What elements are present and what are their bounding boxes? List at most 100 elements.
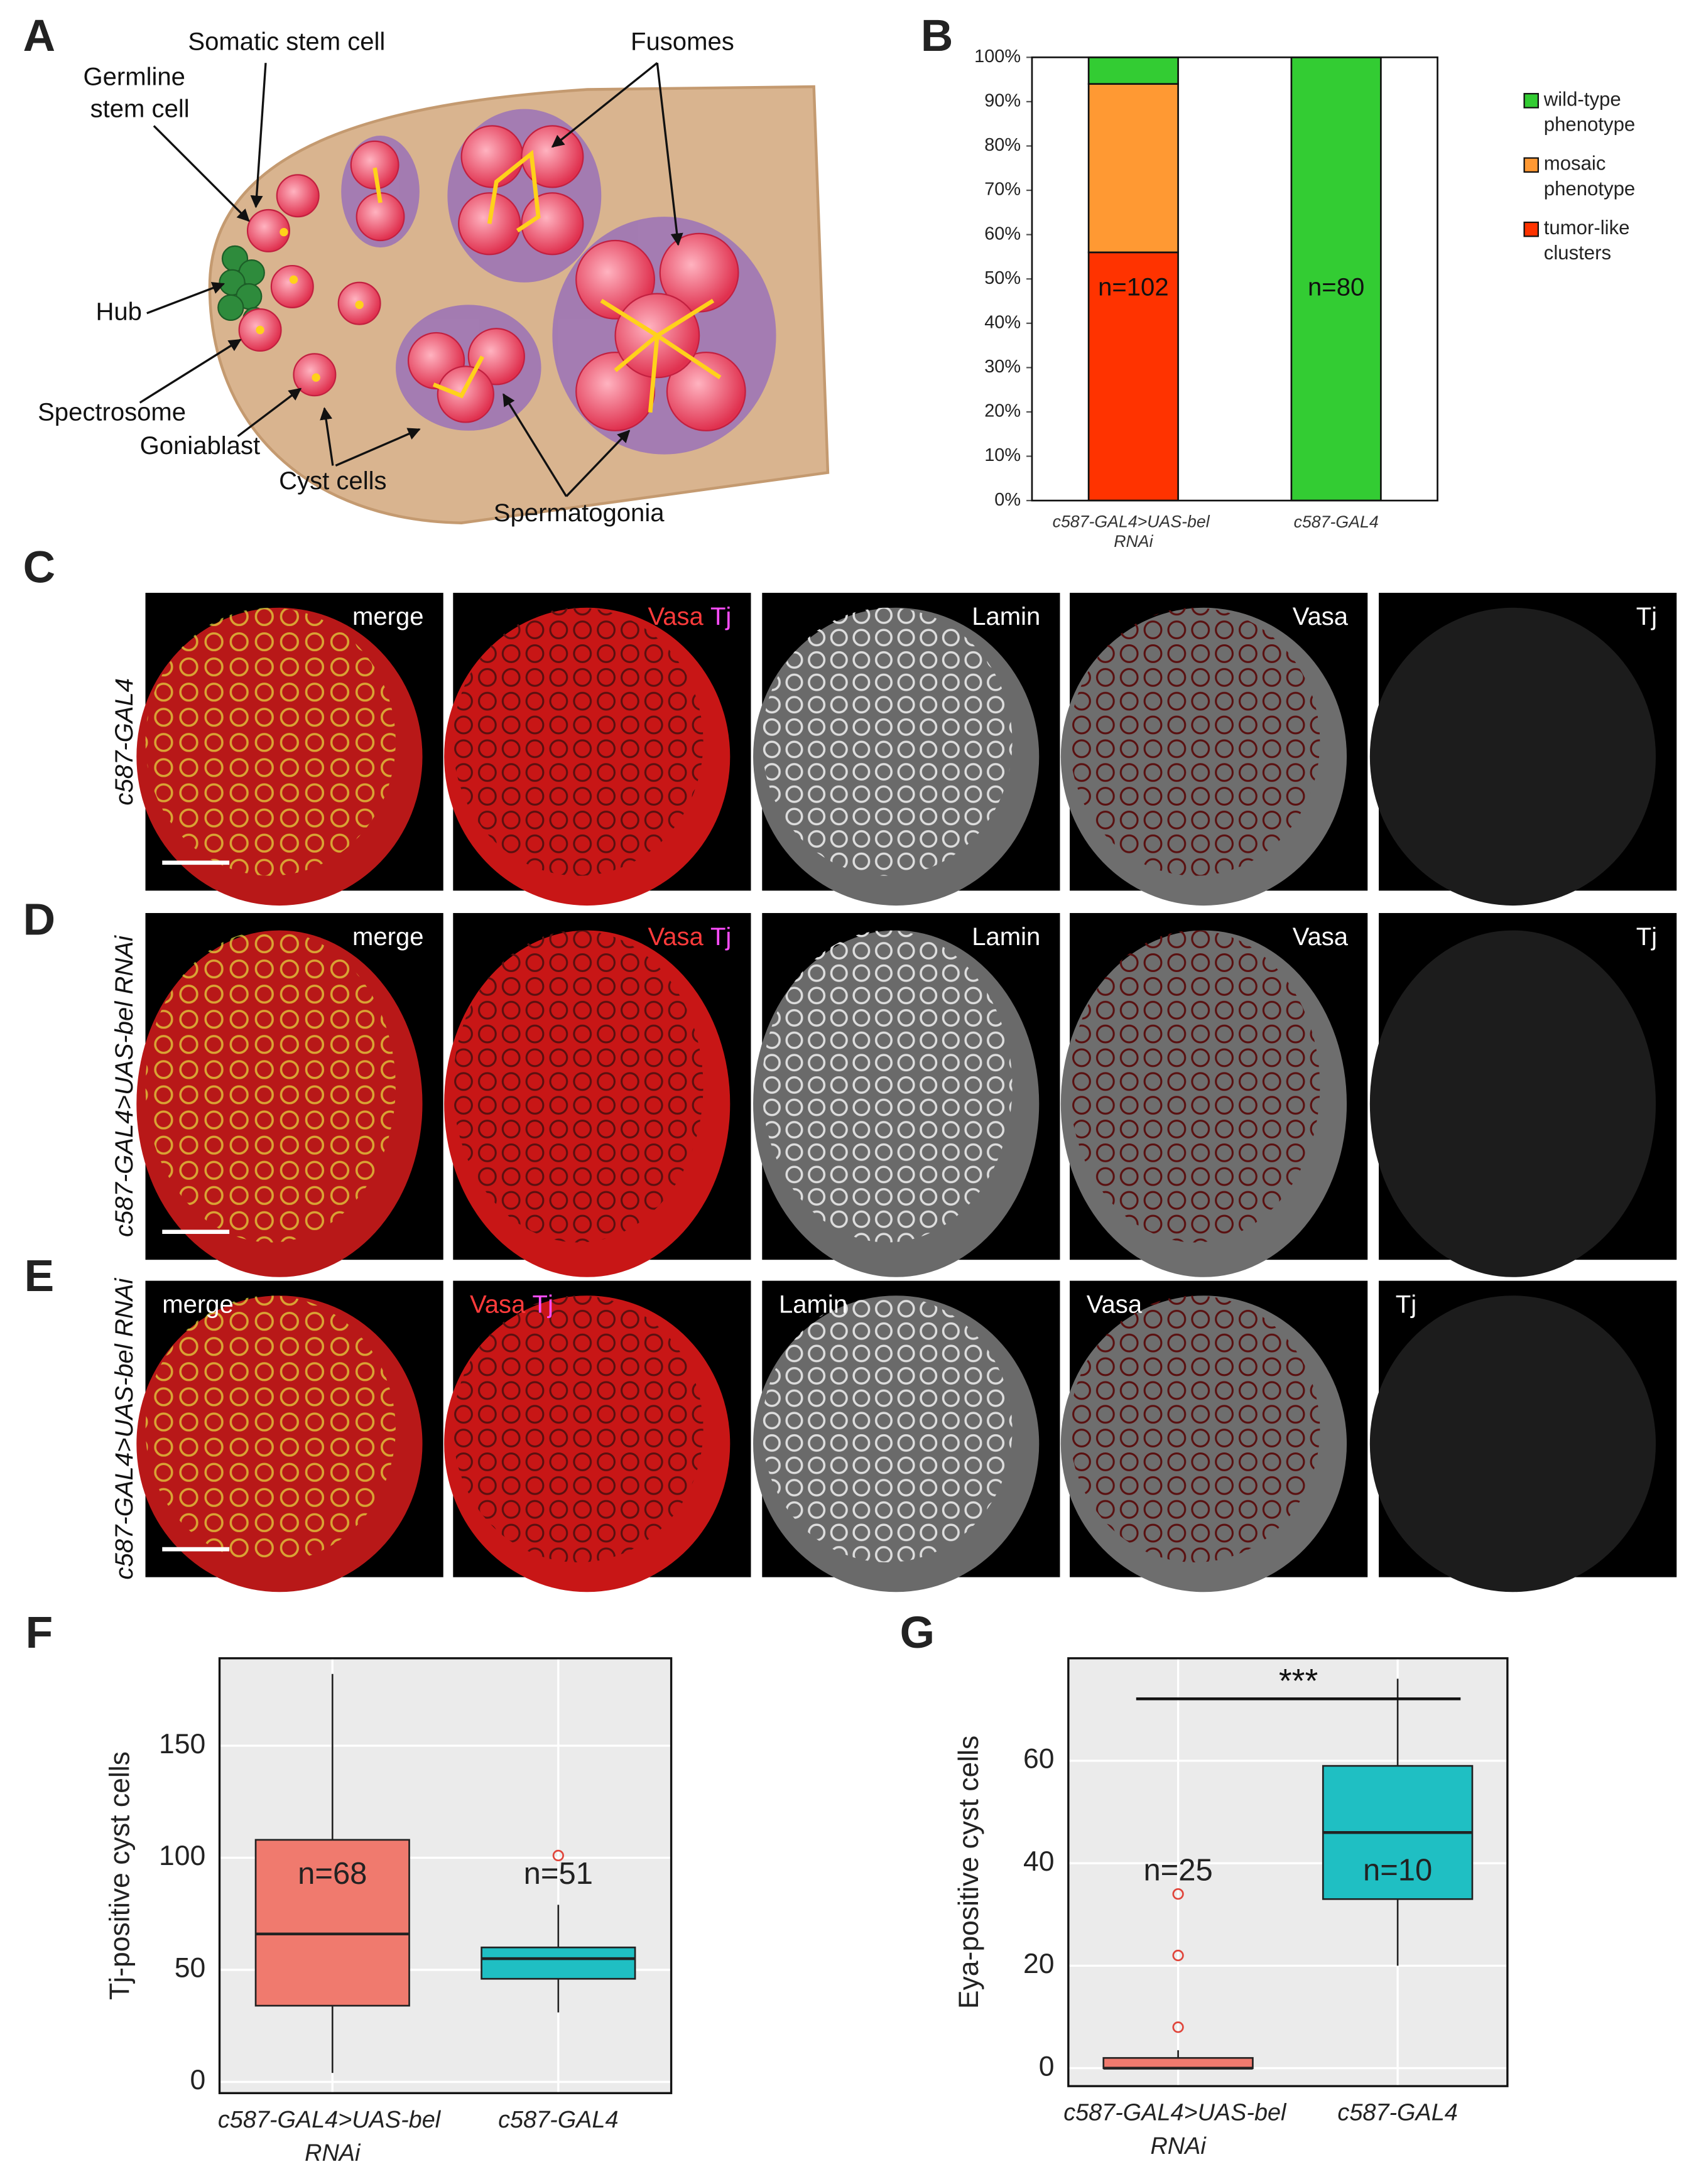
channel-name: Vasa	[1087, 1290, 1143, 1318]
tissue-cells	[762, 1295, 1013, 1563]
annotation: n=102	[1098, 273, 1169, 301]
channel-label: merge	[352, 923, 424, 951]
panel-label: D	[23, 895, 55, 944]
y-tick-label: 40%	[984, 312, 1021, 332]
legend-swatch	[1523, 221, 1539, 237]
channel-label: Vasa	[1293, 923, 1349, 951]
y-tick-label: 70%	[984, 180, 1021, 200]
y-tick-label: 10%	[984, 445, 1021, 465]
tissue	[1369, 1295, 1656, 1592]
y-tick-label: 60	[1023, 1744, 1055, 1775]
diagram-label: Spectrosome	[38, 399, 186, 426]
outlier	[1172, 1888, 1184, 1900]
box	[254, 1839, 410, 2007]
outlier	[1172, 2021, 1184, 2033]
tissue-cells	[1070, 930, 1320, 1243]
channel-label: Tj	[1636, 923, 1657, 951]
channel-name: Vasa	[648, 603, 704, 630]
bar-segment	[1290, 56, 1382, 502]
channel-name: Tj	[710, 603, 731, 630]
bar-segment	[1087, 83, 1179, 254]
diagram-label: Somatic stem cell	[188, 28, 385, 56]
channel-name: Vasa	[1293, 603, 1349, 630]
channel-name: Vasa	[648, 923, 704, 951]
channel-name: Tj	[532, 1290, 553, 1318]
channel-label: Vasa Tj	[470, 1290, 553, 1318]
channel-name: Tj	[1636, 923, 1657, 951]
annotation: n=25	[1143, 1853, 1212, 1887]
y-tick-label: 150	[159, 1729, 205, 1760]
channel-name: Tj	[1396, 1290, 1416, 1318]
plot-border	[1031, 56, 1438, 502]
y-tick-label: 50	[175, 1953, 206, 1984]
y-tick-label: 20%	[984, 401, 1021, 421]
y-tick-label: 0%	[994, 490, 1021, 510]
y-tick-label: 80%	[984, 135, 1021, 155]
channel-label: merge	[162, 1290, 234, 1318]
legend-label: mosaic phenotype	[1544, 153, 1636, 200]
channel-label: Tj	[1396, 1290, 1416, 1318]
bar-segment	[1087, 251, 1179, 502]
x-tick-label: c587-GAL4	[498, 2107, 618, 2133]
channel-name: Vasa	[1293, 923, 1349, 951]
diagram-label: Cyst cells	[279, 467, 386, 495]
channel-name: Lamin	[972, 603, 1040, 630]
channel-name: merge	[352, 603, 424, 630]
panel-label: F	[26, 1608, 53, 1658]
tissue-cells	[1070, 1295, 1320, 1563]
tissue-cells	[145, 1295, 396, 1563]
x-tick-label: c587-GAL4>UAS-bel RNAi	[1063, 2100, 1293, 2160]
annotation: n=10	[1363, 1853, 1432, 1887]
channel-name: Lamin	[972, 923, 1040, 951]
y-tick-label: 60%	[984, 224, 1021, 244]
diagram-label: Goniablast	[140, 432, 261, 460]
y-tick-label: 0	[190, 2065, 205, 2095]
panel-label: E	[24, 1251, 55, 1301]
x-tick-label: c587-GAL4	[1294, 512, 1379, 531]
tissue	[1369, 930, 1656, 1277]
legend-label: tumor-like clusters	[1544, 217, 1635, 264]
tissue-cells	[145, 607, 396, 876]
y-tick-label: 40	[1023, 1846, 1055, 1877]
tissue-cells	[453, 1295, 704, 1563]
outlier	[1172, 1949, 1184, 1962]
diagram-label: Hub	[95, 298, 141, 325]
panel-label: G	[900, 1608, 935, 1658]
tissue-cells	[762, 607, 1013, 876]
bar-segment	[1087, 56, 1179, 85]
channel-label: Vasa Tj	[648, 923, 731, 951]
x-tick-label: c587-GAL4	[1337, 2100, 1457, 2126]
y-tick-label: 20	[1023, 1949, 1055, 1979]
y-tick-label: 50%	[984, 268, 1021, 288]
channel-label: Vasa	[1087, 1290, 1143, 1318]
genotype-label: c587-GAL4>UAS-bel RNAi	[111, 935, 138, 1237]
annotation: n=68	[298, 1857, 367, 1891]
outlier	[552, 1849, 564, 1862]
channel-label: Vasa Tj	[648, 603, 731, 630]
y-tick-label: 90%	[984, 91, 1021, 111]
channel-label: Lamin	[972, 603, 1040, 630]
genotype-label: c587-GAL4>UAS-bel RNAi	[111, 1278, 138, 1580]
x-tick-label: c587-GAL4>UAS-bel RNAi	[1053, 512, 1215, 551]
tissue-cells	[453, 607, 704, 876]
significance-label: ***	[1279, 1663, 1318, 1700]
box	[1102, 2057, 1254, 2069]
testis-diagram	[139, 62, 830, 524]
channel-label: merge	[352, 603, 424, 630]
channel-name: Lamin	[779, 1290, 847, 1318]
channel-label: Vasa	[1293, 603, 1349, 630]
y-axis-label: Eya-positive cyst cells	[954, 1736, 984, 2009]
diagram-label: Germline	[83, 63, 185, 90]
channel-name: Tj	[1636, 603, 1657, 630]
diagram-label: stem cell	[90, 95, 190, 122]
tissue-cells	[762, 930, 1013, 1243]
legend-label: wild-type phenotype	[1543, 89, 1636, 136]
channel-name: merge	[162, 1290, 234, 1318]
plot-border	[1067, 1657, 1509, 2087]
y-axis-label: Tj-positive cyst cells	[104, 1751, 135, 2000]
diagram-label: Fusomes	[631, 28, 734, 56]
channel-label: Tj	[1636, 603, 1657, 630]
tissue	[1369, 607, 1656, 906]
